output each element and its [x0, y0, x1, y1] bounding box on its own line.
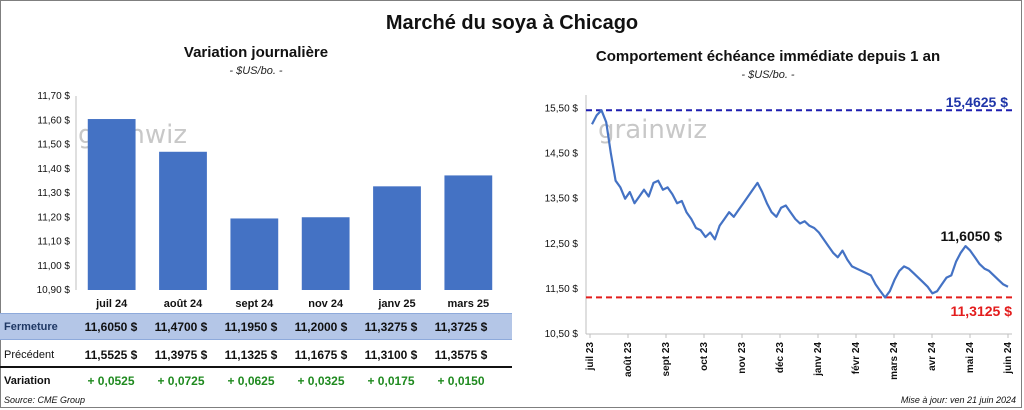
bar — [230, 218, 279, 290]
table-row-variation: Variation + 0,0525 + 0,0725 + 0,0625 + 0… — [0, 366, 512, 393]
bar-category-label: janv 25 — [377, 298, 415, 310]
fermeture-cell: 11,4700 $ — [154, 319, 208, 334]
variation-cell: + 0,0625 — [227, 373, 275, 388]
line-y-tick-label: 15,50 $ — [545, 104, 579, 115]
line-x-tick-label: janv 24 — [813, 342, 824, 377]
variation-cell: + 0,0525 — [87, 373, 135, 388]
price-line — [591, 109, 1009, 299]
line-y-tick-label: 14,50 $ — [545, 149, 579, 160]
variation-cell: + 0,0325 — [297, 373, 345, 388]
line-x-tick-label: nov 23 — [737, 342, 748, 374]
line-x-tick-label: mars 24 — [889, 342, 900, 380]
precedent-cell: 11,1325 $ — [224, 347, 278, 362]
fermeture-cell: 11,3275 $ — [364, 319, 418, 334]
line-chart-unit: - $US/bo. - — [741, 69, 795, 81]
precedent-cell: 11,3575 $ — [434, 347, 488, 362]
bar-y-tick-label: 10,90 $ — [37, 285, 71, 296]
bar-category-label: juil 24 — [95, 298, 128, 310]
precedent-cell: 11,3975 $ — [154, 347, 208, 362]
line-y-tick-label: 10,50 $ — [545, 329, 579, 340]
line-x-tick-label: oct 23 — [699, 342, 710, 371]
bar-category-label: mars 25 — [448, 298, 490, 310]
high-label: 15,4625 $ — [946, 94, 1008, 110]
table-row-precedent: Précédent 11,5525 $ 11,3975 $ 11,1325 $ … — [0, 341, 512, 368]
bar-y-tick-label: 11,50 $ — [37, 140, 70, 151]
line-y-tick-label: 12,50 $ — [545, 239, 579, 250]
fermeture-cell: 11,2000 $ — [294, 319, 348, 334]
bar-y-tick-label: 11,20 $ — [37, 212, 70, 223]
bar — [87, 119, 136, 290]
precedent-cell: 11,1675 $ — [294, 347, 348, 362]
bar-y-tick-label: 11,70 $ — [37, 91, 70, 102]
bar-y-tick-label: 11,40 $ — [37, 164, 70, 175]
bar — [444, 175, 493, 290]
row-label-precedent: Précédent — [4, 348, 55, 361]
bar-y-tick-label: 11,10 $ — [37, 237, 70, 248]
variation-cell: + 0,0150 — [437, 373, 485, 388]
update-note: Mise à jour: ven 21 juin 2024 — [900, 395, 1016, 405]
bar-y-tick-label: 11,60 $ — [37, 115, 70, 126]
precedent-cell: 11,3100 $ — [364, 347, 418, 362]
fermeture-cell: 11,6050 $ — [84, 319, 138, 334]
line-y-tick-label: 13,50 $ — [545, 194, 579, 205]
bar-chart-unit: - $US/bo. - — [229, 65, 283, 77]
row-label-fermeture: Fermeture — [4, 320, 58, 333]
bar — [301, 217, 350, 290]
row-label-variation: Variation — [4, 374, 51, 387]
low-label: 11,3125 $ — [950, 303, 1012, 319]
bar-y-tick-label: 11,30 $ — [37, 188, 70, 199]
line-y-tick-label: 11,50 $ — [545, 284, 578, 295]
line-chart-title: Comportement échéance immédiate depuis 1… — [595, 48, 941, 65]
line-x-tick-label: mai 24 — [965, 342, 976, 374]
fermeture-cell: 11,3725 $ — [434, 319, 488, 334]
precedent-cell: 11,5525 $ — [84, 347, 138, 362]
bar-category-label: nov 24 — [308, 298, 344, 310]
current-label: 11,6050 $ — [940, 228, 1002, 244]
line-x-tick-label: sept 23 — [661, 342, 672, 377]
bar-category-label: sept 24 — [235, 298, 274, 310]
bar-category-label: août 24 — [164, 298, 203, 310]
line-x-tick-label: juil 23 — [585, 342, 596, 372]
line-x-tick-label: déc 23 — [775, 342, 786, 374]
line-x-tick-label: avr 24 — [927, 342, 938, 371]
line-x-tick-label: juin 24 — [1003, 342, 1014, 375]
bar — [159, 151, 207, 290]
variation-cell: + 0,0175 — [367, 373, 415, 388]
bar-y-tick-label: 11,00 $ — [37, 261, 70, 272]
variation-cell: + 0,0725 — [157, 373, 205, 388]
watermark-right: grainwiz — [598, 115, 707, 145]
line-x-tick-label: févr 24 — [851, 342, 862, 375]
source-note: Source: CME Group — [4, 395, 86, 405]
main-title: Marché du soya à Chicago — [385, 12, 639, 34]
line-x-tick-label: août 23 — [623, 342, 634, 377]
bar-chart-title: Variation journalière — [183, 44, 329, 61]
fermeture-cell: 11,1950 $ — [224, 319, 278, 334]
bar — [373, 186, 421, 290]
table-row-fermeture: Fermeture 11,6050 $ 11,4700 $ 11,1950 $ … — [0, 313, 512, 340]
